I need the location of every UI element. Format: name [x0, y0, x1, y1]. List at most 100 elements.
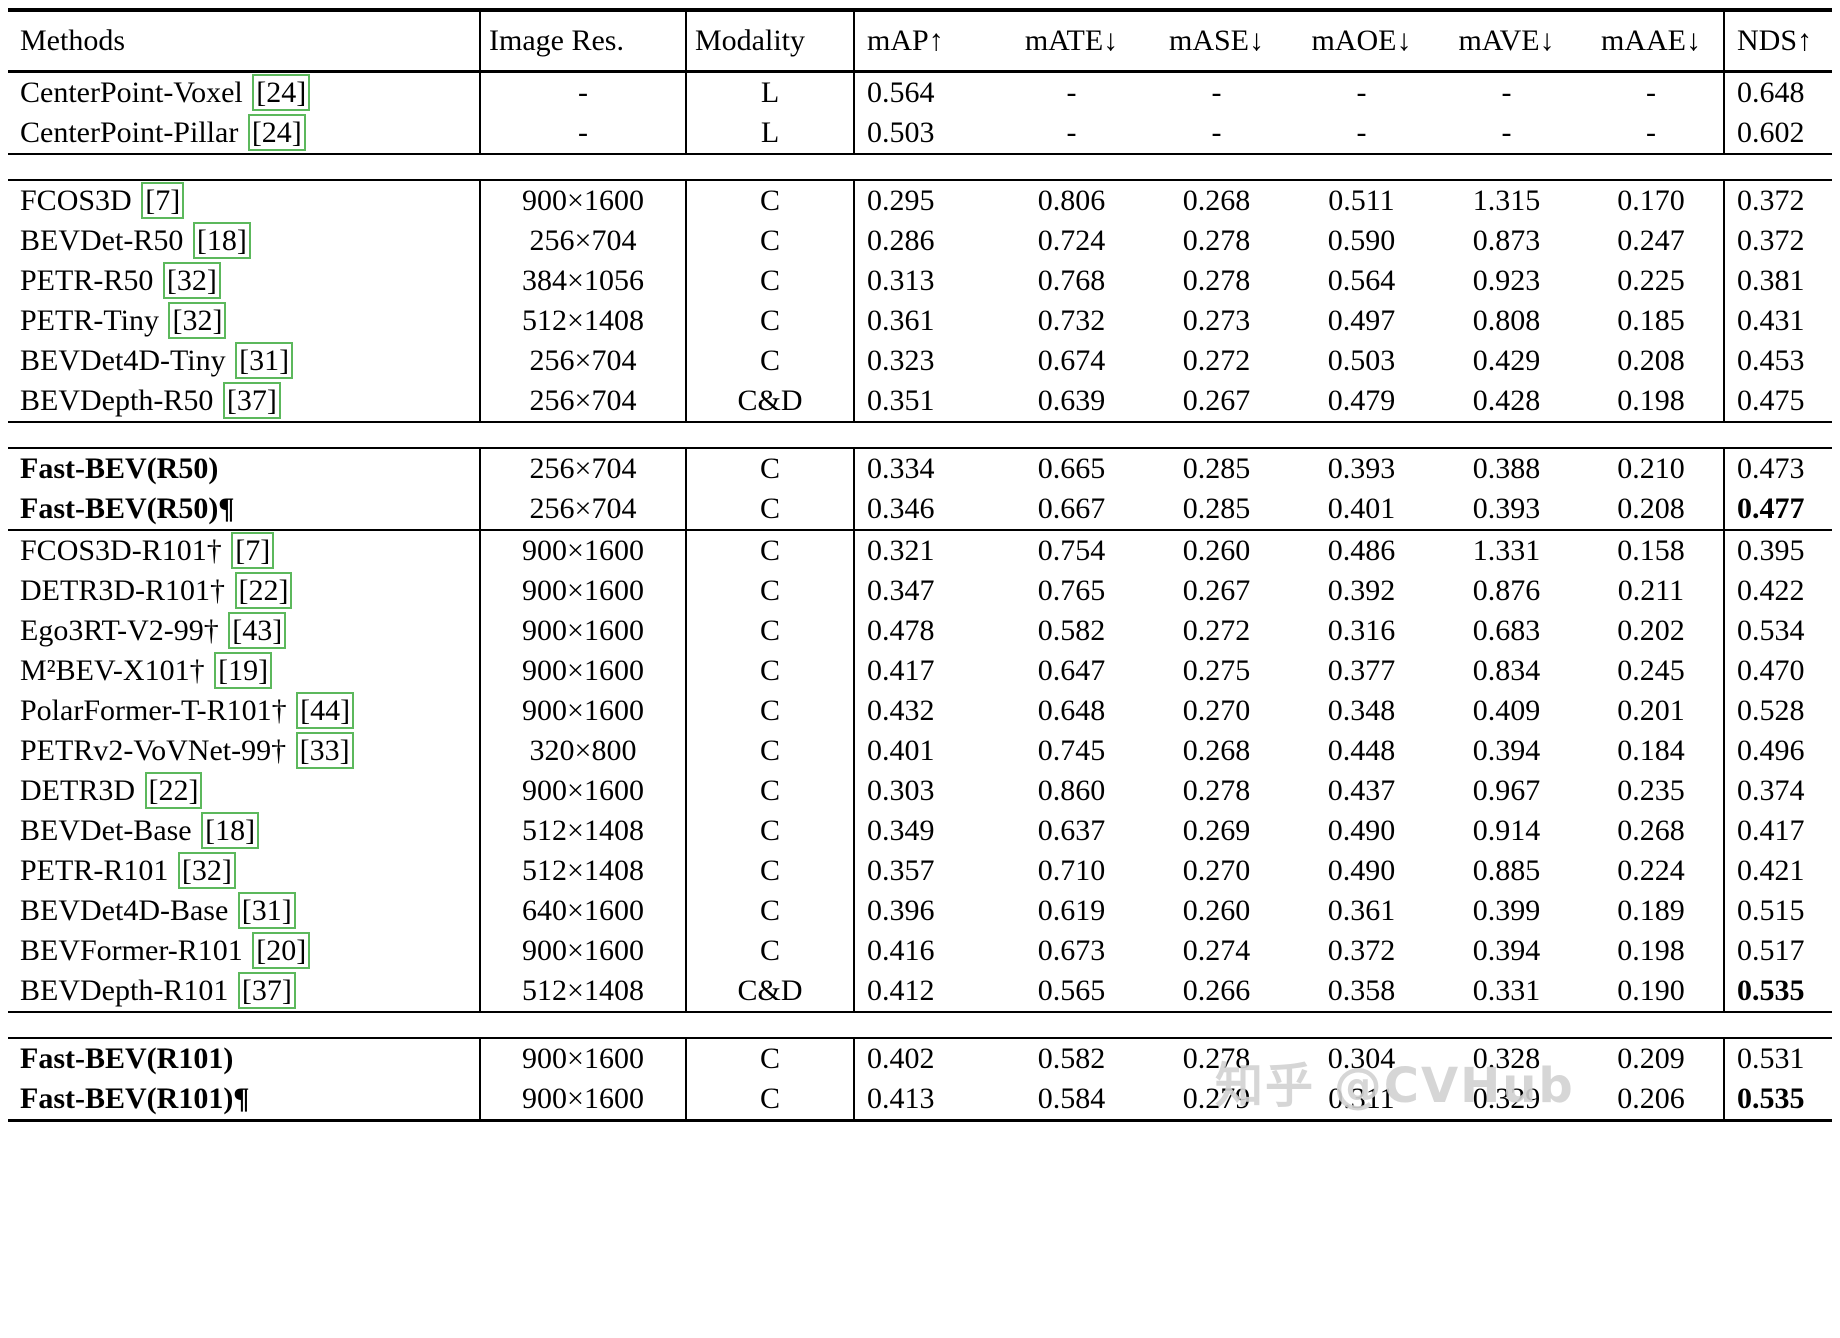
metric-cell-4: 0.393	[1472, 492, 1541, 525]
citation-link[interactable]: [24]	[252, 74, 311, 111]
metric-cell-0: 0.417	[853, 651, 999, 691]
table-row: BEVDet-Base [18] 512×1408 C 0.349 0.637 0.269…	[8, 811, 1832, 851]
image-res-cell: 900×1600	[479, 1038, 686, 1079]
metric-cell-3: 0.401	[1327, 492, 1396, 525]
metric-cell-1: 0.806	[1037, 184, 1106, 217]
metric-cell-3: 0.497	[1327, 304, 1396, 337]
citation-link[interactable]: [7]	[141, 182, 185, 219]
gap-row	[8, 422, 1832, 448]
metric-cell-4: 0.429	[1472, 344, 1541, 377]
image-res-cell: 900×1600	[479, 611, 686, 651]
metric-cell-0: 0.295	[853, 180, 999, 221]
metric-cell-2: 0.274	[1182, 934, 1251, 967]
method-name: Fast-BEV(R50)	[20, 452, 219, 485]
citation-link[interactable]: [32]	[162, 262, 221, 299]
nds-cell: 0.475	[1723, 381, 1832, 422]
metric-cell-4: 0.394	[1472, 734, 1541, 767]
method-name: Fast-BEV(R101)	[20, 1042, 234, 1075]
citation-link[interactable]: [19]	[214, 652, 273, 689]
citation-link[interactable]: [24]	[247, 114, 306, 151]
metric-cell-1: 0.732	[1037, 304, 1106, 337]
citation-link[interactable]: [33]	[295, 732, 354, 769]
citation-link[interactable]: [31]	[237, 892, 296, 929]
method-name: PETR-Tiny	[20, 304, 159, 337]
metric-cell-3: 0.361	[1327, 894, 1396, 927]
column-header-1: Image Res.	[479, 10, 686, 72]
method-name: BEVFormer-R101	[20, 934, 243, 967]
metric-cell-2: 0.260	[1182, 894, 1251, 927]
table-row: PETR-R101 [32] 512×1408 C 0.357 0.710 0.270 0.…	[8, 851, 1832, 891]
modality-cell: C	[685, 731, 854, 771]
modality-cell: C	[685, 931, 854, 971]
metric-cell-3: 0.479	[1327, 384, 1396, 417]
citation-link[interactable]: [7]	[231, 532, 275, 569]
citation-link[interactable]: [22]	[144, 772, 203, 809]
modality-cell: L	[685, 71, 854, 113]
modality-cell: C	[685, 261, 854, 301]
citation-link[interactable]: [32]	[168, 302, 227, 339]
table-row: PolarFormer-T-R101† [44] 900×1600 C 0.432 0.…	[8, 691, 1832, 731]
metric-cell-0: 0.323	[853, 341, 999, 381]
metric-cell-3: 0.348	[1327, 694, 1396, 727]
image-res-cell: 512×1408	[479, 301, 686, 341]
citation-link[interactable]: [18]	[201, 812, 260, 849]
method-cell: M²BEV-X101† [19]	[8, 651, 480, 691]
metric-cell-2: 0.285	[1182, 452, 1251, 485]
nds-cell: 0.431	[1723, 301, 1832, 341]
nds-cell: 0.528	[1723, 691, 1832, 731]
method-name: PETRv2-VoVNet-99†	[20, 734, 287, 767]
image-res-cell: -	[479, 113, 686, 154]
metric-cell-3: 0.372	[1327, 934, 1396, 967]
citation-link[interactable]: [32]	[177, 852, 236, 889]
metric-cell-5: 0.202	[1617, 614, 1685, 647]
metric-cell-4: 0.876	[1472, 574, 1541, 607]
metric-cell-4: 0.923	[1472, 264, 1541, 297]
nds-cell: 0.531	[1723, 1038, 1832, 1079]
metric-cell-5: 0.201	[1617, 694, 1685, 727]
nds-cell: 0.417	[1723, 811, 1832, 851]
metric-cell-0: 0.416	[853, 931, 999, 971]
method-cell: CenterPoint-Pillar [24]	[8, 113, 480, 154]
table-header: Methods Image Res. Modality mAP↑ mATE↓ mASE↓ m…	[8, 10, 1832, 72]
metric-cell-1: 0.860	[1037, 774, 1106, 807]
table-row: DETR3D-R101† [22] 900×1600 C 0.347 0.765 0.26…	[8, 571, 1832, 611]
method-name: PolarFormer-T-R101†	[20, 694, 287, 727]
citation-link[interactable]: [20]	[252, 932, 311, 969]
modality-cell: C	[685, 811, 854, 851]
gap-cell	[8, 422, 1832, 448]
table-row: BEVDet4D-Base [31] 640×1600 C 0.396 0.619 0.2…	[8, 891, 1832, 931]
method-name: Fast-BEV(R50)¶	[20, 492, 235, 525]
method-cell: BEVDet-Base [18]	[8, 811, 480, 851]
column-header-3: mAP↑	[853, 10, 999, 72]
modality-cell: C	[685, 1038, 854, 1079]
method-name: BEVDepth-R50	[20, 384, 214, 417]
image-res-cell: 900×1600	[479, 771, 686, 811]
method-cell: BEVFormer-R101 [20]	[8, 931, 480, 971]
citation-link[interactable]: [22]	[234, 572, 293, 609]
metric-cell-2: 0.260	[1182, 534, 1251, 567]
nds-cell: 0.372	[1723, 180, 1832, 221]
metric-cell-4: 0.328	[1472, 1042, 1541, 1075]
metric-cell-3: 0.564	[1327, 264, 1396, 297]
metric-cell-0: 0.412	[853, 971, 999, 1012]
gap-row	[8, 1012, 1832, 1038]
metric-cell-5: 0.185	[1617, 304, 1685, 337]
metric-cell-4: 0.683	[1472, 614, 1541, 647]
metric-cell-5: 0.247	[1617, 224, 1685, 257]
citation-link[interactable]: [31]	[235, 342, 294, 379]
citation-link[interactable]: [37]	[237, 972, 296, 1009]
metric-cell-4: 0.388	[1472, 452, 1541, 485]
metric-cell-5: 0.190	[1617, 974, 1685, 1007]
table-row: PETRv2-VoVNet-99† [33] 320×800 C 0.401 0.745…	[8, 731, 1832, 771]
citation-link[interactable]: [18]	[192, 222, 251, 259]
metric-cell-4: 0.331	[1472, 974, 1541, 1007]
citation-link[interactable]: [44]	[296, 692, 355, 729]
method-cell: BEVDet-R50 [18]	[8, 221, 480, 261]
metric-cell-3: 0.437	[1327, 774, 1396, 807]
image-res-cell: 900×1600	[479, 691, 686, 731]
metric-cell-2: 0.272	[1182, 614, 1251, 647]
citation-link[interactable]: [43]	[228, 612, 287, 649]
metric-cell-4: 0.873	[1472, 224, 1541, 257]
citation-link[interactable]: [37]	[222, 382, 281, 419]
